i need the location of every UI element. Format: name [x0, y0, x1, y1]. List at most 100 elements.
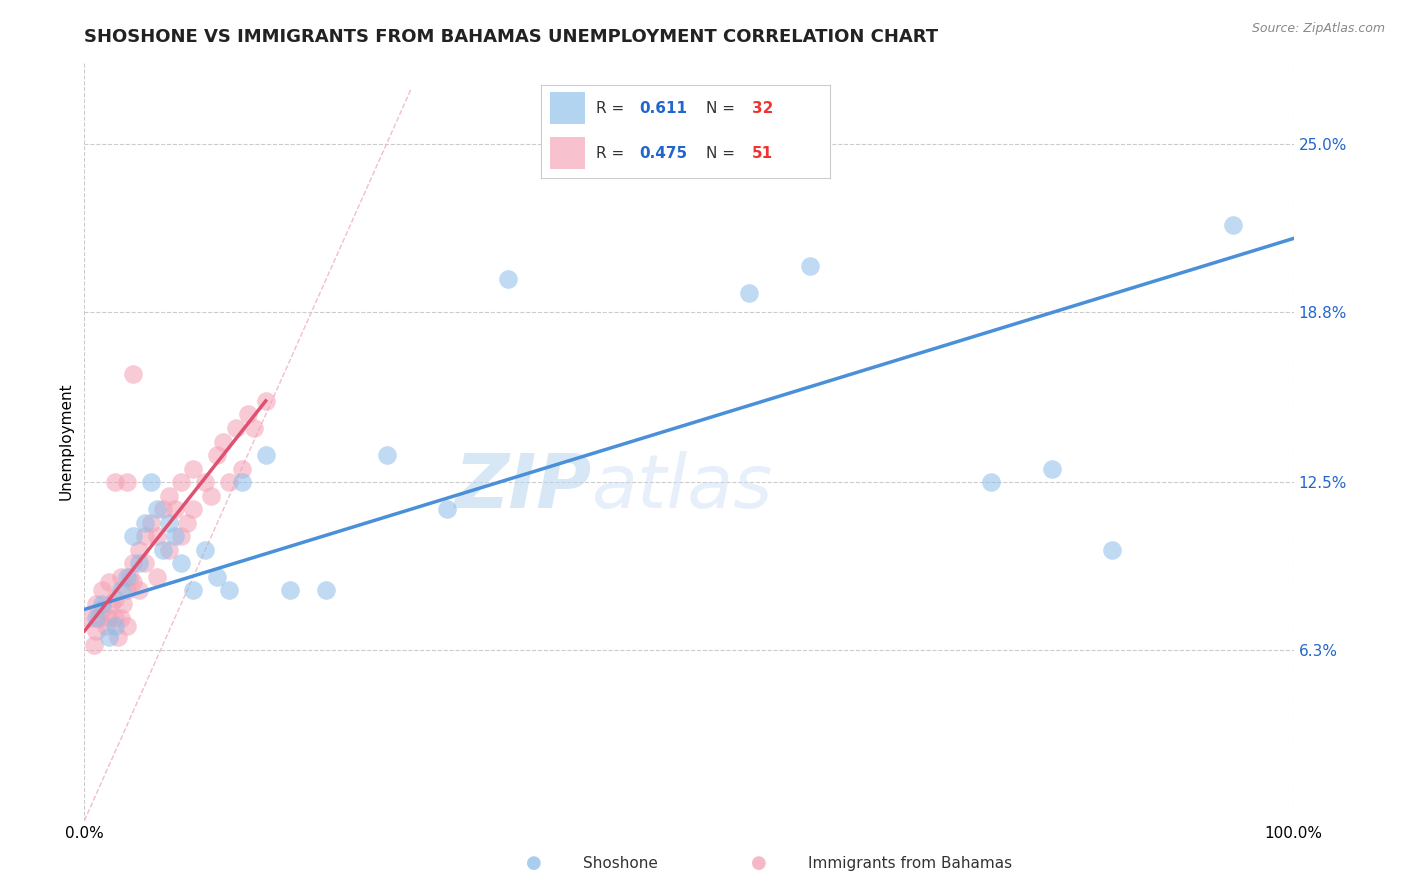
- Bar: [550, 92, 585, 124]
- Point: [157, 542, 180, 557]
- Point: [157, 516, 180, 530]
- Point: [134, 529, 156, 543]
- Point: [496, 272, 519, 286]
- Point: [115, 583, 138, 598]
- Text: ●: ●: [526, 855, 543, 872]
- Point: [278, 583, 301, 598]
- Point: [152, 542, 174, 557]
- Point: [115, 570, 138, 584]
- Point: [236, 408, 259, 422]
- Point: [315, 583, 337, 598]
- Point: [139, 516, 162, 530]
- Point: [254, 448, 277, 462]
- Point: [112, 597, 135, 611]
- Point: [91, 602, 114, 616]
- Point: [181, 583, 204, 598]
- Point: [738, 285, 761, 300]
- Point: [176, 516, 198, 530]
- Point: [120, 570, 142, 584]
- Point: [212, 434, 235, 449]
- Point: [200, 489, 222, 503]
- Point: [194, 542, 217, 557]
- Point: [375, 448, 398, 462]
- Point: [104, 475, 127, 490]
- Point: [170, 557, 193, 571]
- Point: [181, 502, 204, 516]
- Text: Shoshone: Shoshone: [583, 856, 658, 871]
- Point: [91, 597, 114, 611]
- Text: Source: ZipAtlas.com: Source: ZipAtlas.com: [1251, 22, 1385, 36]
- Text: 51: 51: [752, 145, 773, 161]
- Point: [207, 448, 229, 462]
- Point: [170, 475, 193, 490]
- Point: [157, 489, 180, 503]
- Point: [91, 583, 114, 598]
- Point: [128, 557, 150, 571]
- Point: [79, 610, 101, 624]
- Point: [121, 529, 143, 543]
- Point: [225, 421, 247, 435]
- Point: [980, 475, 1002, 490]
- Text: 0.475: 0.475: [640, 145, 688, 161]
- Point: [110, 570, 132, 584]
- Point: [1040, 461, 1063, 475]
- Point: [134, 516, 156, 530]
- Point: [194, 475, 217, 490]
- Text: ZIP: ZIP: [456, 450, 592, 524]
- Point: [146, 529, 169, 543]
- Point: [115, 475, 138, 490]
- Point: [97, 575, 120, 590]
- Text: SHOSHONE VS IMMIGRANTS FROM BAHAMAS UNEMPLOYMENT CORRELATION CHART: SHOSHONE VS IMMIGRANTS FROM BAHAMAS UNEM…: [84, 28, 938, 45]
- Point: [152, 502, 174, 516]
- Text: N =: N =: [706, 101, 740, 116]
- Text: R =: R =: [596, 145, 630, 161]
- Point: [139, 475, 162, 490]
- Point: [121, 367, 143, 381]
- Point: [97, 630, 120, 644]
- Point: [110, 610, 132, 624]
- Point: [231, 475, 253, 490]
- Bar: [550, 137, 585, 169]
- Point: [231, 461, 253, 475]
- Point: [146, 502, 169, 516]
- Point: [128, 583, 150, 598]
- Point: [181, 461, 204, 475]
- Point: [799, 259, 821, 273]
- Point: [87, 610, 110, 624]
- Point: [115, 618, 138, 632]
- Text: Immigrants from Bahamas: Immigrants from Bahamas: [808, 856, 1012, 871]
- Point: [254, 393, 277, 408]
- Point: [165, 502, 187, 516]
- Point: [128, 542, 150, 557]
- Point: [165, 529, 187, 543]
- Point: [218, 475, 240, 490]
- Point: [110, 583, 132, 598]
- Text: N =: N =: [706, 145, 740, 161]
- Point: [86, 624, 108, 639]
- Text: ●: ●: [751, 855, 768, 872]
- Point: [242, 421, 264, 435]
- Point: [121, 575, 143, 590]
- Point: [86, 610, 108, 624]
- Point: [134, 557, 156, 571]
- Point: [83, 638, 105, 652]
- Text: R =: R =: [596, 101, 630, 116]
- Point: [121, 557, 143, 571]
- Point: [104, 618, 127, 632]
- Point: [104, 591, 127, 606]
- Point: [107, 630, 129, 644]
- Y-axis label: Unemployment: Unemployment: [58, 383, 73, 500]
- Point: [170, 529, 193, 543]
- Point: [436, 502, 458, 516]
- Point: [104, 610, 127, 624]
- Point: [218, 583, 240, 598]
- Text: atlas: atlas: [592, 451, 773, 523]
- Text: 32: 32: [752, 101, 773, 116]
- Text: 0.611: 0.611: [640, 101, 688, 116]
- Point: [94, 618, 117, 632]
- Point: [100, 597, 122, 611]
- Point: [97, 610, 120, 624]
- Point: [1101, 542, 1123, 557]
- Point: [1222, 218, 1244, 232]
- Point: [207, 570, 229, 584]
